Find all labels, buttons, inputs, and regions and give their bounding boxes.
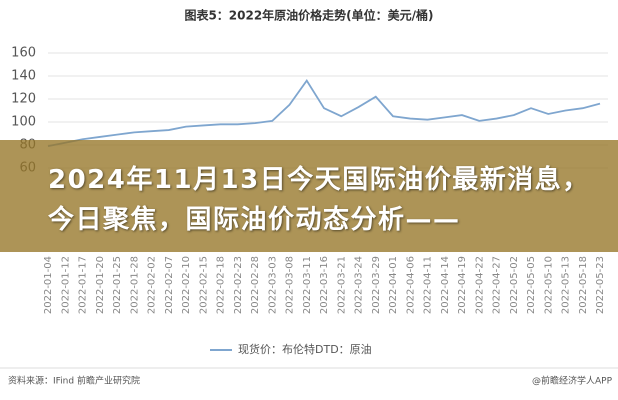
y-tick-label: 100 <box>11 115 36 130</box>
x-tick-label: 2022-01-12 <box>60 256 71 314</box>
x-tick-label: 2022-04-14 <box>440 256 451 314</box>
x-tick-label: 2022-05-02 <box>509 256 520 314</box>
x-tick-label: 2022-03-03 <box>267 256 278 314</box>
x-tick-label: 2022-04-22 <box>474 256 485 314</box>
x-tick-label: 2022-01-28 <box>129 256 140 314</box>
x-tick-label: 2022-01-20 <box>95 256 106 314</box>
x-tick-label: 2022-04-11 <box>423 256 434 314</box>
x-tick-label: 2022-04-06 <box>405 256 416 314</box>
x-tick-label: 2022-01-04 <box>43 256 54 314</box>
chart-title: 图表5：2022年原油价格走势(单位：美元/桶) <box>184 8 433 23</box>
headline-band <box>0 140 618 252</box>
credit: @前瞻经济学人APP <box>532 375 613 387</box>
x-tick-label: 2022-01-25 <box>112 256 123 314</box>
x-tick-label: 2022-02-15 <box>198 256 209 314</box>
x-tick-label: 2022-02-10 <box>181 256 192 314</box>
x-tick-label: 2022-03-21 <box>336 256 347 314</box>
x-tick-label: 2022-03-24 <box>354 256 365 314</box>
x-tick-label: 2022-02-18 <box>216 256 227 314</box>
x-tick-label: 2022-04-01 <box>388 256 399 314</box>
x-tick-label: 2022-03-11 <box>302 256 313 314</box>
y-tick-label: 140 <box>11 69 36 84</box>
x-tick-label: 2022-05-18 <box>578 256 589 314</box>
y-tick-label: 160 <box>11 46 36 61</box>
legend-label: 现货价：布伦特DTD：原油 <box>238 342 372 356</box>
x-tick-label: 2022-02-28 <box>250 256 261 314</box>
source: 资料来源：IFind 前瞻产业研究院 <box>8 375 140 387</box>
x-tick-label: 2022-02-02 <box>147 256 158 314</box>
x-tick-label: 2022-04-27 <box>492 256 503 314</box>
headline: 2024年11月13日今天国际油价最新消息，今日聚焦，国际油价动态分析—— <box>48 165 590 235</box>
x-tick-label: 2022-03-08 <box>285 256 296 314</box>
y-tick-label: 120 <box>11 92 36 107</box>
x-tick-label: 2022-04-19 <box>457 256 468 314</box>
data-line <box>47 78 601 148</box>
x-tick-label: 2022-02-07 <box>164 256 175 314</box>
x-tick-label: 2022-05-13 <box>561 256 572 314</box>
x-tick-label: 2022-03-16 <box>319 256 330 314</box>
x-tick-label: 2022-03-29 <box>371 256 382 314</box>
x-tick-label: 2022-02-23 <box>233 256 244 314</box>
x-tick-label: 2022-05-23 <box>595 256 606 314</box>
x-tick-label: 2022-05-05 <box>526 256 537 314</box>
x-tick-label: 2022-01-17 <box>78 256 89 314</box>
x-tick-label: 2022-05-10 <box>543 256 554 314</box>
